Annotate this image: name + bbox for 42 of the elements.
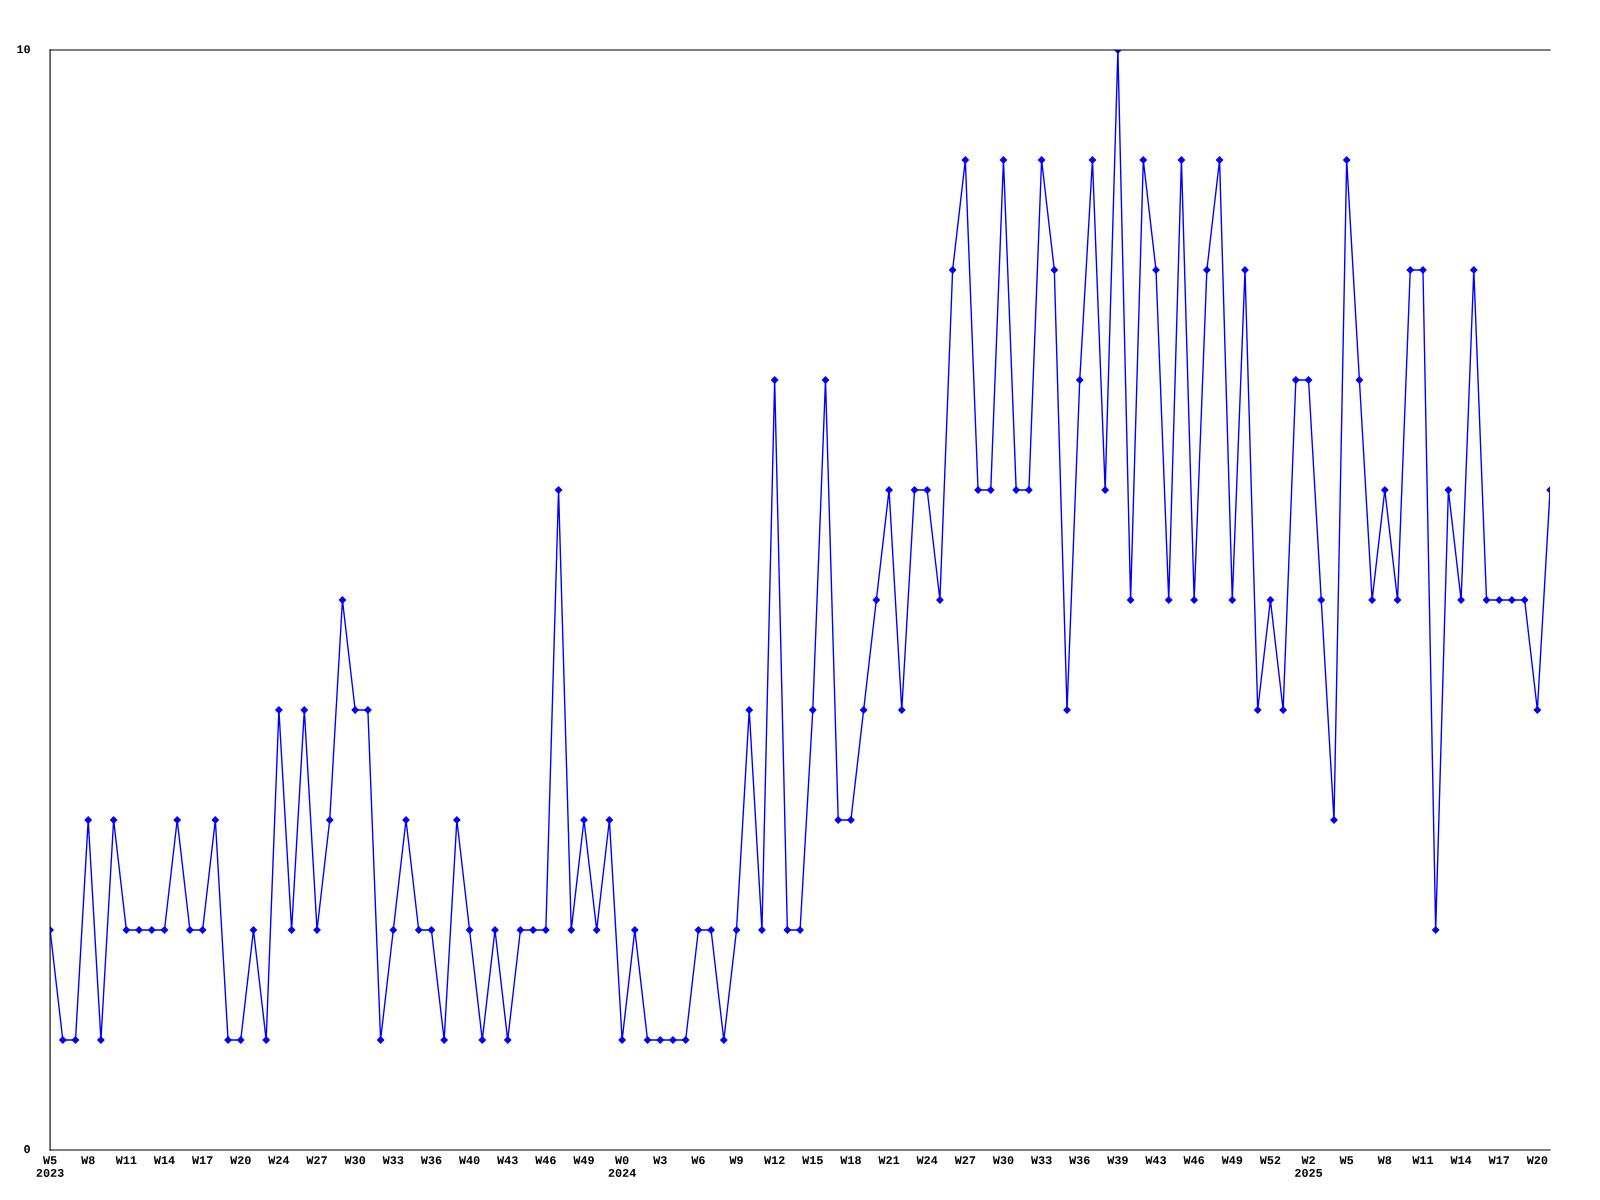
y-tick-label: 10 [17, 45, 30, 54]
x-tick-label: W43 [497, 1156, 518, 1165]
x-tick-label: W6 [691, 1156, 705, 1165]
x-tick-label: W43 [1145, 1156, 1167, 1165]
x-tick-label: W36 [420, 1156, 442, 1165]
x-tick-label: W49 [1221, 1156, 1243, 1165]
x-tick-label: W30 [992, 1156, 1014, 1165]
x-tick-label: W21 [878, 1156, 900, 1165]
x-tick-label: W3 [653, 1156, 667, 1165]
x-tick-label: W20 [1526, 1156, 1548, 1165]
x-tick-label: W52 [1259, 1156, 1281, 1165]
x-tick-label: W46 [535, 1156, 556, 1165]
x-tick-label: W18 [840, 1156, 861, 1165]
x-tick-label: W27 [306, 1156, 327, 1165]
x-tick-label: W24 [268, 1156, 290, 1165]
x-tick-label: W17 [1488, 1156, 1510, 1165]
x-tick-label: W49 [573, 1156, 594, 1165]
x-tick-label: W8 [81, 1156, 95, 1165]
x-tick-label: W0 2024 [608, 1156, 636, 1177]
x-tick-label: W9 [729, 1156, 743, 1165]
x-tick-label: W12 [764, 1156, 785, 1165]
x-tick-label: W8 [1377, 1156, 1392, 1165]
x-tick-label: W33 [1030, 1156, 1052, 1165]
x-tick-label: W11 [1412, 1156, 1434, 1165]
x-tick-label: W40 [458, 1156, 480, 1165]
x-tick-label: W11 [115, 1156, 137, 1165]
x-tick-label: W27 [954, 1156, 976, 1165]
x-tick-label: W2 2025 [1295, 1156, 1323, 1177]
x-tick-label: W36 [1069, 1156, 1090, 1165]
x-tick-label: W5 [1339, 1156, 1354, 1165]
x-tick-label: W14 [1450, 1156, 1472, 1165]
x-tick-label: W20 [230, 1156, 251, 1165]
x-tick-label: W46 [1183, 1156, 1205, 1165]
x-tick-label: W17 [191, 1156, 213, 1165]
x-tick-label: W5 2023 [36, 1156, 64, 1177]
x-tick-label: W24 [916, 1156, 938, 1165]
y-tick-label: 0 [24, 1145, 30, 1154]
x-tick-label: W14 [153, 1156, 175, 1165]
x-tick-label: W30 [344, 1156, 366, 1165]
x-tick-label: W15 [802, 1156, 823, 1165]
x-tick-label: W33 [382, 1156, 404, 1165]
x-tick-label: W39 [1107, 1156, 1128, 1165]
